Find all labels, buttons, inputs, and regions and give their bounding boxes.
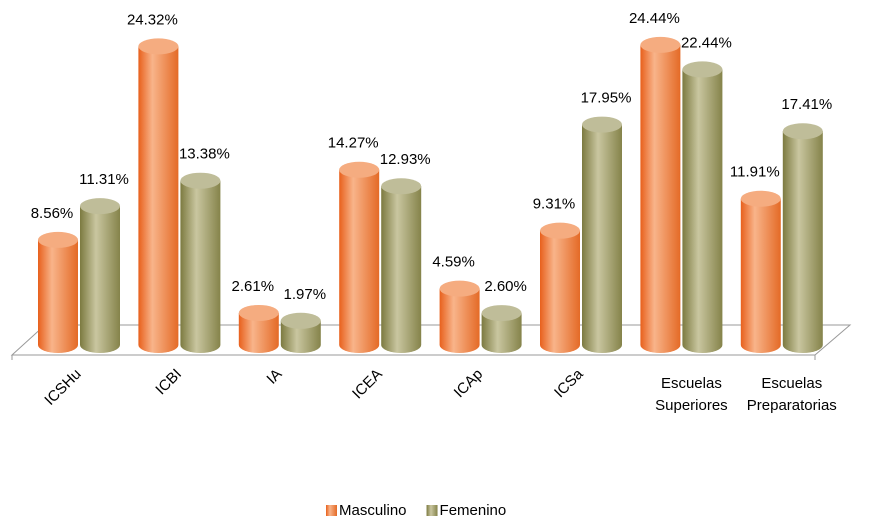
cylinder-body [38, 239, 78, 353]
legend-label: Masculino [339, 502, 407, 519]
cylinder [782, 123, 823, 353]
cylinder [582, 116, 622, 353]
cylinder-body [740, 198, 781, 353]
data-label: 24.44% [629, 10, 680, 27]
cylinder-body [439, 288, 480, 353]
cylinder-body [138, 46, 179, 353]
data-label: 17.41% [781, 96, 832, 113]
cylinder-top [180, 172, 221, 189]
floor [10, 324, 852, 360]
cylinder-top [339, 161, 380, 178]
cylinder-top [138, 38, 179, 55]
data-label: 4.59% [432, 254, 475, 271]
cylinder-body [80, 206, 120, 353]
x-tick-label: ICEA [349, 366, 386, 403]
x-tick-label: ICSa [551, 365, 587, 401]
cylinder [38, 231, 78, 353]
data-label: 2.60% [484, 278, 527, 295]
cylinder-body [280, 320, 321, 353]
cylinder-top [481, 305, 522, 322]
cylinder [740, 190, 781, 353]
cylinder-body [540, 230, 580, 353]
cylinder-body [640, 44, 681, 353]
cylinder [682, 61, 723, 353]
data-label: 11.91% [730, 164, 780, 181]
x-tick-label: ICAp [451, 366, 487, 402]
cylinder [138, 38, 179, 353]
data-label: 2.61% [232, 278, 275, 295]
data-label: 24.32% [127, 11, 178, 28]
cylinder [640, 36, 681, 353]
legend-swatch [326, 505, 337, 516]
cylinder [339, 161, 380, 353]
data-label: 1.97% [284, 286, 327, 303]
cylinder-top [381, 178, 422, 195]
cylinder [381, 178, 422, 353]
cylinder-top [640, 36, 681, 53]
x-tick-label: Escuelas Superiores [655, 375, 728, 414]
cylinder [439, 280, 480, 353]
cylinder-top [280, 312, 321, 329]
data-label: 22.44% [681, 34, 732, 51]
x-tick-label: IA [263, 366, 285, 388]
cylinder-top [38, 231, 78, 248]
cylinder [280, 312, 321, 353]
cylinder-body [339, 169, 380, 353]
cylinder-top [80, 198, 120, 215]
data-label: 17.95% [581, 90, 632, 107]
cylinder-body [782, 131, 823, 353]
data-label: 14.27% [328, 135, 379, 152]
data-label: 13.38% [179, 146, 230, 163]
cylinder-body [180, 180, 221, 353]
cylinder-top [582, 116, 622, 133]
x-tick-label: ICSHu [41, 366, 84, 409]
data-label: 8.56% [31, 205, 74, 222]
cylinder-top [740, 190, 781, 207]
cylinder-top [682, 61, 723, 78]
cylinder-body [381, 186, 422, 353]
legend-label: Femenino [440, 502, 507, 519]
x-tick-label: ICBI [152, 366, 185, 399]
cylinder-body [481, 313, 522, 353]
cylinder [238, 304, 279, 353]
cylinder [80, 198, 120, 353]
cylinder [481, 305, 522, 353]
cylinder-top [439, 280, 480, 297]
data-label: 12.93% [380, 151, 431, 168]
cylinder-body [238, 312, 279, 353]
x-tick-label: Escuelas Preparatorias [747, 375, 837, 414]
legend-swatch [426, 505, 438, 516]
cylinder-body [582, 124, 622, 353]
cylinder-top [782, 123, 823, 140]
data-label: 11.31% [79, 171, 129, 188]
cylinder-body [682, 69, 723, 353]
cylinder [180, 172, 221, 353]
cylinder-top [540, 222, 580, 239]
cylinder-top [238, 304, 279, 321]
data-label: 9.31% [533, 196, 576, 213]
cylinder [540, 222, 580, 353]
